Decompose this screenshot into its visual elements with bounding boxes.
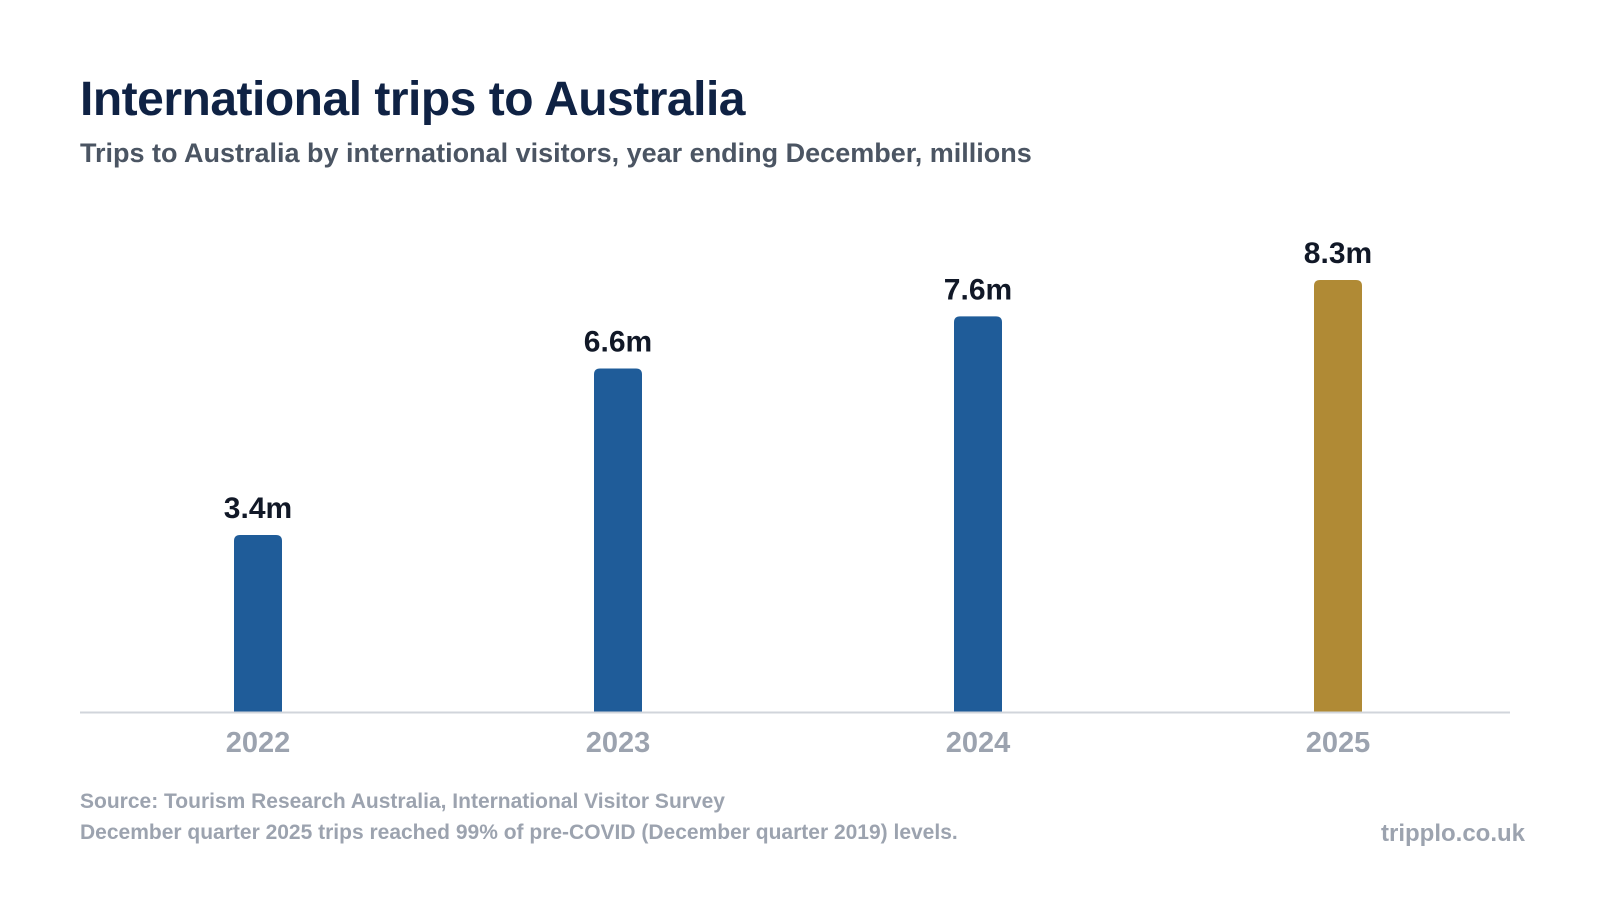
value-label-2022: 3.4m (224, 492, 292, 525)
value-label-2023: 6.6m (584, 325, 652, 358)
source-note: Source: Tourism Research Australia, Inte… (80, 790, 725, 813)
value-label-2025: 8.3m (1304, 237, 1372, 270)
x-tick-labels-group: 2022 2023 2024 2025 (226, 727, 1371, 759)
brand-watermark: tripplo.co.uk (1381, 820, 1525, 847)
bar-2023 (594, 368, 642, 712)
bar-2025 (1314, 280, 1362, 712)
x-tick-label-2024: 2024 (946, 727, 1011, 759)
x-tick-label-2023: 2023 (586, 727, 651, 759)
x-tick-label-2025: 2025 (1306, 727, 1371, 759)
footnote: December quarter 2025 trips reached 99% … (80, 821, 958, 844)
chart-subtitle: Trips to Australia by international visi… (80, 138, 1032, 168)
value-labels-group: 3.4m 6.6m 7.6m 8.3m (224, 237, 1372, 525)
value-label-2024: 7.6m (944, 273, 1012, 306)
chart-title: International trips to Australia (80, 73, 745, 126)
x-tick-label-2022: 2022 (226, 727, 291, 759)
bar-2022 (234, 535, 282, 712)
bar-2024 (954, 316, 1002, 712)
bars-group (234, 280, 1362, 712)
